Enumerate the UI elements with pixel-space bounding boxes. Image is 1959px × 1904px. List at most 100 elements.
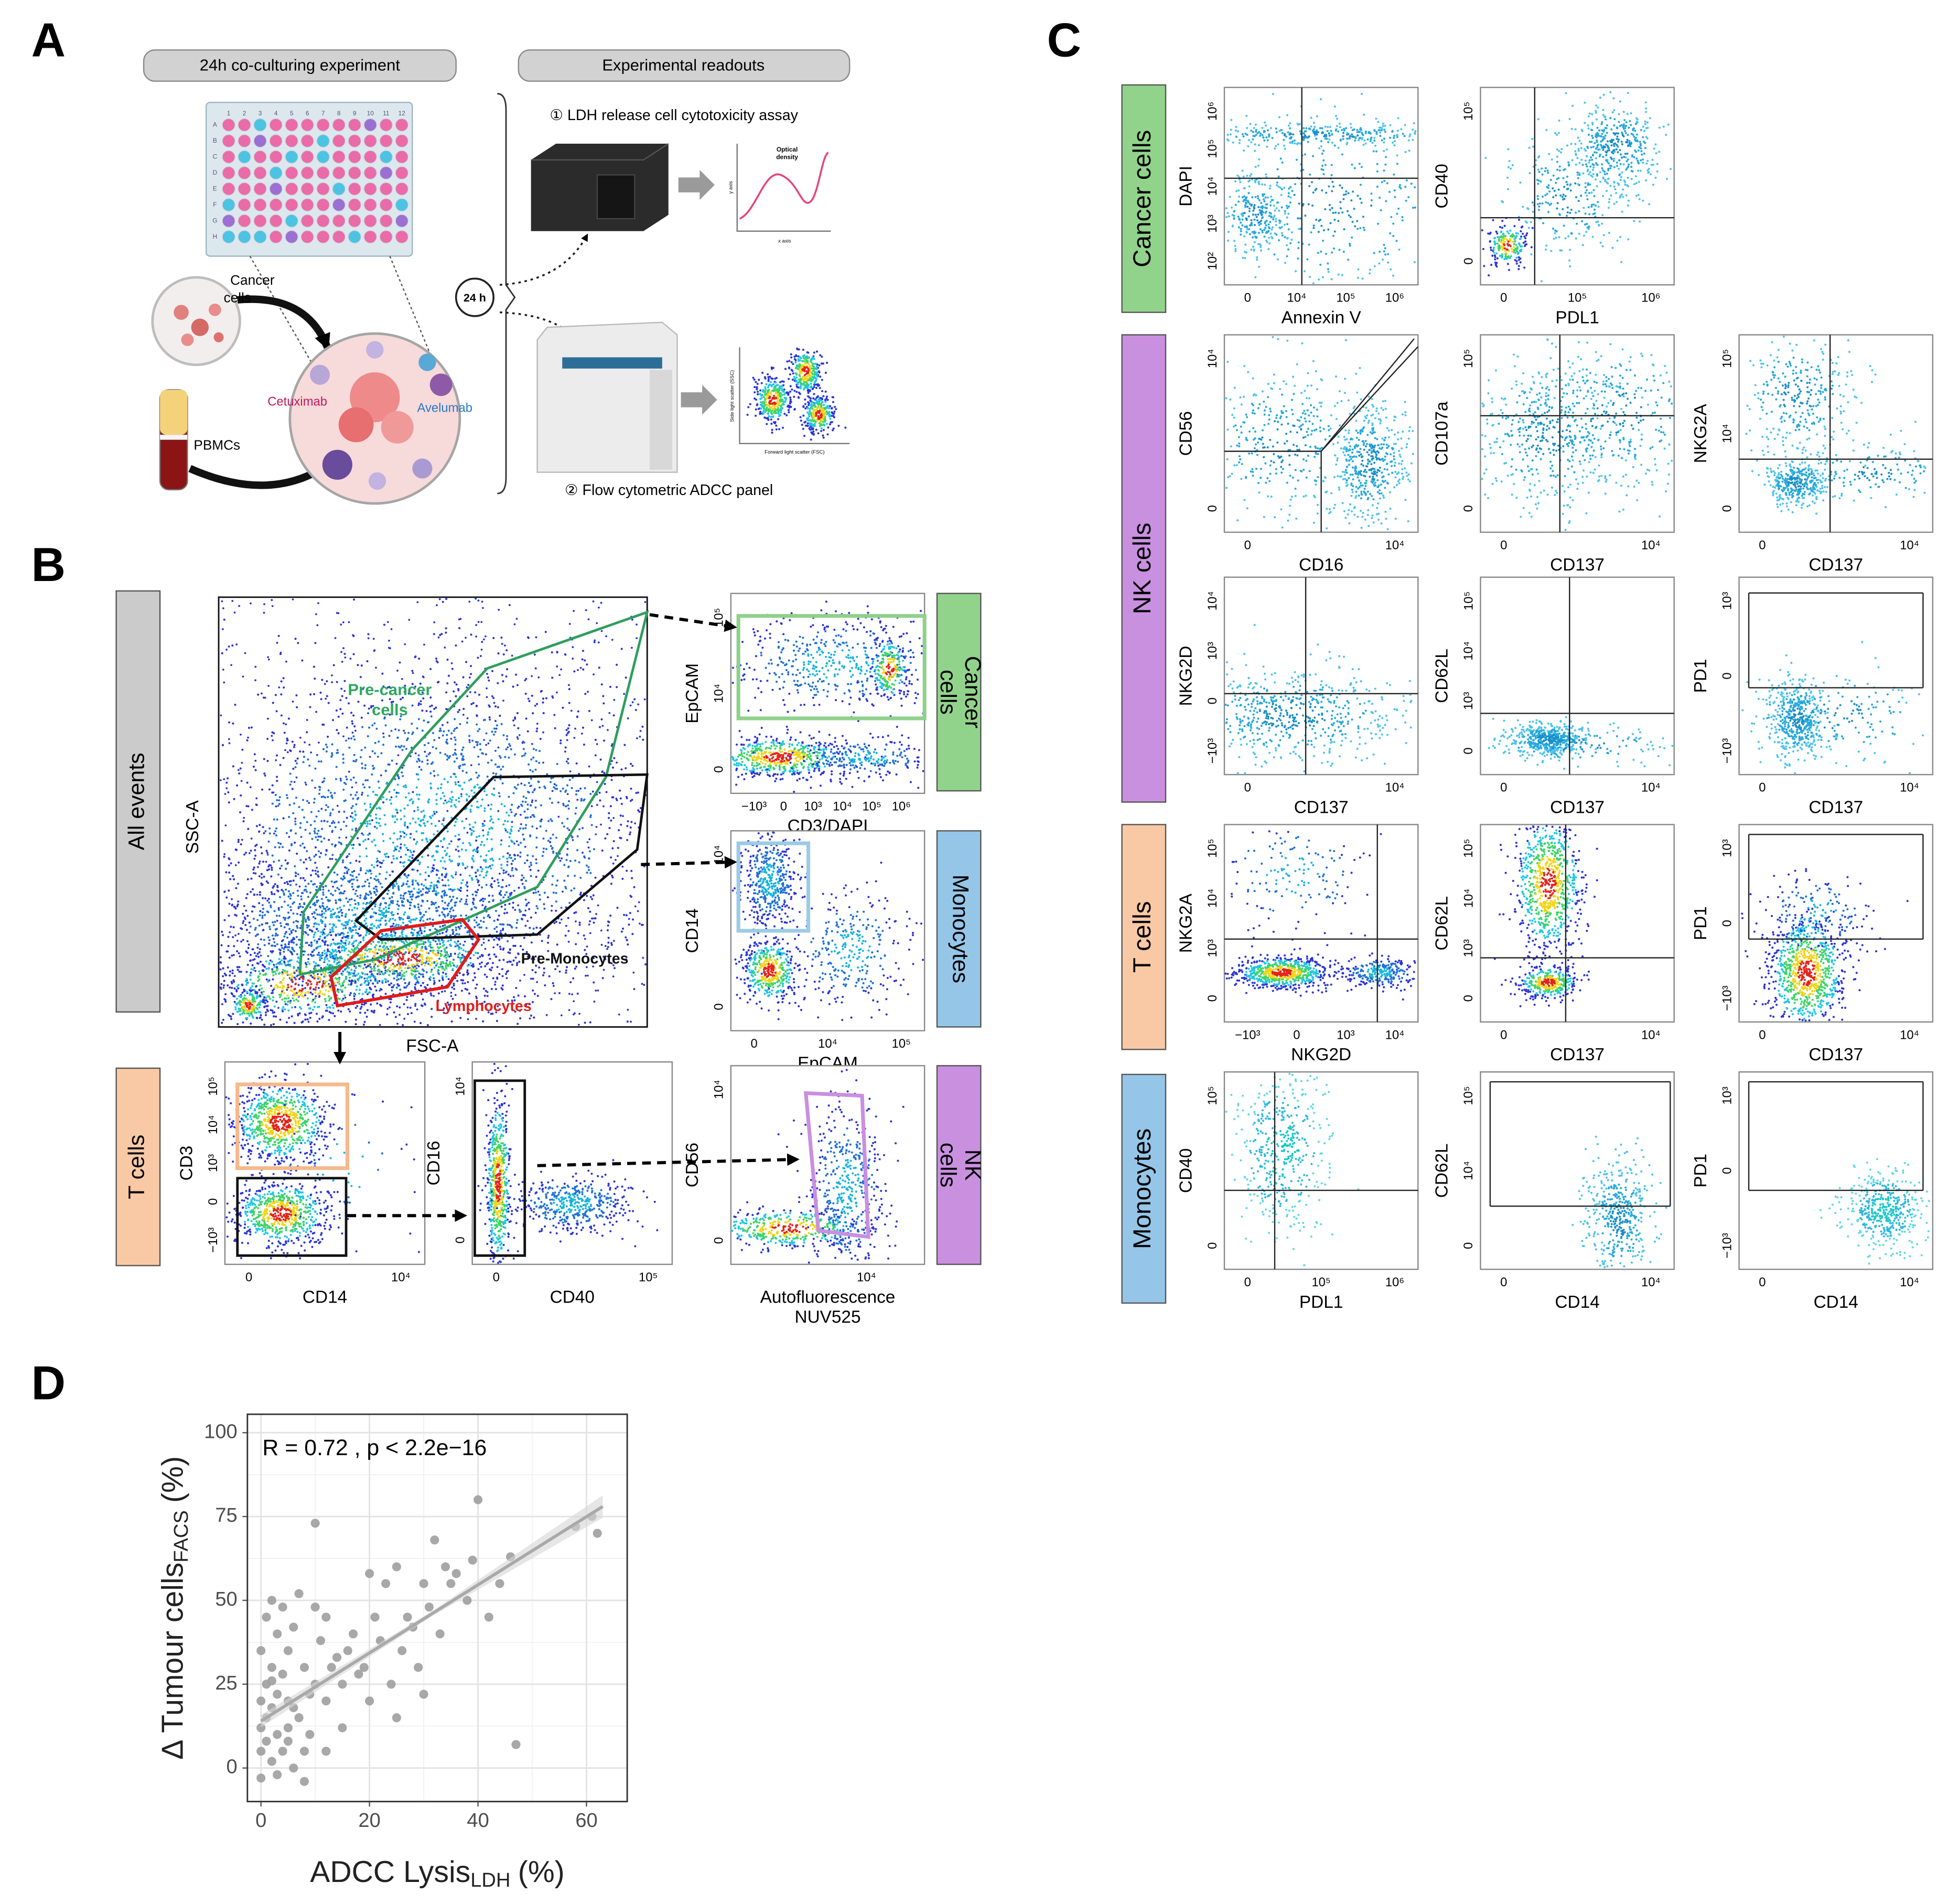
event-dot bbox=[428, 875, 430, 877]
plate-well bbox=[380, 199, 392, 211]
event-dot bbox=[808, 402, 810, 404]
event-dot bbox=[466, 988, 468, 991]
event-dot bbox=[253, 872, 255, 874]
event-dot bbox=[340, 780, 342, 782]
event-dot bbox=[417, 895, 419, 897]
event-dot bbox=[582, 650, 584, 652]
event-dot bbox=[644, 601, 647, 603]
event-dot bbox=[315, 918, 317, 920]
event-dot bbox=[530, 862, 532, 864]
event-dot bbox=[328, 839, 330, 841]
event-dot bbox=[286, 946, 288, 949]
event-dot bbox=[776, 428, 778, 431]
event-dot bbox=[448, 843, 450, 845]
event-dot bbox=[430, 1008, 433, 1010]
event-dot bbox=[346, 825, 348, 827]
event-dot bbox=[416, 956, 418, 958]
event-dot bbox=[509, 745, 511, 747]
event-dot bbox=[343, 690, 346, 692]
event-dot bbox=[319, 906, 321, 908]
event-dot bbox=[825, 372, 827, 374]
event-dot bbox=[608, 817, 610, 819]
event-dot bbox=[491, 838, 493, 841]
event-dot bbox=[529, 1017, 531, 1019]
event-dot bbox=[814, 425, 816, 427]
event-dot bbox=[268, 926, 271, 928]
event-dot bbox=[577, 835, 579, 837]
event-dot bbox=[364, 747, 366, 749]
event-dot bbox=[465, 661, 467, 663]
event-dot bbox=[509, 854, 511, 856]
event-dot bbox=[589, 872, 591, 874]
event-dot bbox=[315, 995, 317, 997]
event-dot bbox=[473, 746, 475, 748]
event-dot bbox=[363, 786, 365, 788]
event-dot bbox=[476, 836, 478, 838]
event-dot bbox=[486, 696, 488, 698]
event-dot bbox=[336, 709, 338, 712]
event-dot bbox=[322, 891, 324, 894]
event-dot bbox=[816, 365, 818, 368]
event-dot bbox=[373, 866, 375, 868]
event-dot bbox=[459, 874, 461, 876]
event-dot bbox=[523, 838, 525, 840]
plate-well bbox=[254, 214, 266, 227]
event-dot bbox=[340, 623, 342, 626]
event-dot bbox=[444, 894, 446, 896]
event-dot bbox=[363, 1024, 365, 1026]
event-dot bbox=[390, 1001, 392, 1003]
event-dot bbox=[493, 788, 495, 790]
event-dot bbox=[267, 854, 269, 856]
event-dot bbox=[565, 969, 567, 971]
event-dot bbox=[494, 763, 497, 766]
event-dot bbox=[333, 872, 336, 874]
event-dot bbox=[350, 874, 352, 876]
event-dot bbox=[576, 716, 578, 718]
event-dot bbox=[430, 969, 433, 971]
event-dot bbox=[509, 952, 511, 954]
event-dot bbox=[375, 875, 377, 877]
event-dot bbox=[569, 779, 571, 781]
event-dot bbox=[466, 881, 468, 884]
event-dot bbox=[833, 427, 835, 429]
event-dot bbox=[380, 752, 382, 754]
event-dot bbox=[588, 857, 590, 859]
event-dot bbox=[361, 717, 363, 719]
panel-label: D bbox=[31, 1357, 66, 1410]
event-dot bbox=[834, 406, 836, 408]
event-dot bbox=[381, 673, 383, 675]
event-dot bbox=[228, 864, 230, 866]
event-dot bbox=[250, 878, 252, 880]
event-dot bbox=[454, 905, 456, 907]
event-dot bbox=[523, 748, 525, 750]
event-dot bbox=[419, 820, 422, 822]
event-dot bbox=[317, 602, 319, 604]
event-dot bbox=[623, 693, 625, 695]
event-dot bbox=[821, 390, 823, 392]
event-dot bbox=[559, 860, 562, 862]
event-dot bbox=[530, 758, 532, 760]
event-dot bbox=[223, 681, 225, 683]
event-dot bbox=[283, 894, 285, 896]
event-dot bbox=[476, 806, 478, 808]
event-dot bbox=[421, 1004, 423, 1006]
event-dot bbox=[309, 891, 311, 894]
plate-well bbox=[380, 182, 392, 195]
event-dot bbox=[439, 634, 441, 636]
event-dot bbox=[404, 784, 406, 787]
event-dot bbox=[547, 935, 550, 937]
event-dot bbox=[807, 407, 809, 410]
event-dot bbox=[573, 887, 575, 889]
event-dot bbox=[812, 405, 814, 407]
event-dot bbox=[296, 777, 298, 779]
event-dot bbox=[472, 894, 474, 896]
event-dot bbox=[465, 818, 467, 820]
event-dot bbox=[491, 793, 493, 795]
event-dot bbox=[289, 1000, 292, 1002]
event-dot bbox=[515, 868, 517, 870]
event-dot bbox=[451, 1020, 453, 1023]
event-dot bbox=[493, 880, 496, 882]
event-dot bbox=[225, 974, 227, 976]
event-dot bbox=[481, 944, 483, 946]
event-dot bbox=[513, 960, 515, 962]
